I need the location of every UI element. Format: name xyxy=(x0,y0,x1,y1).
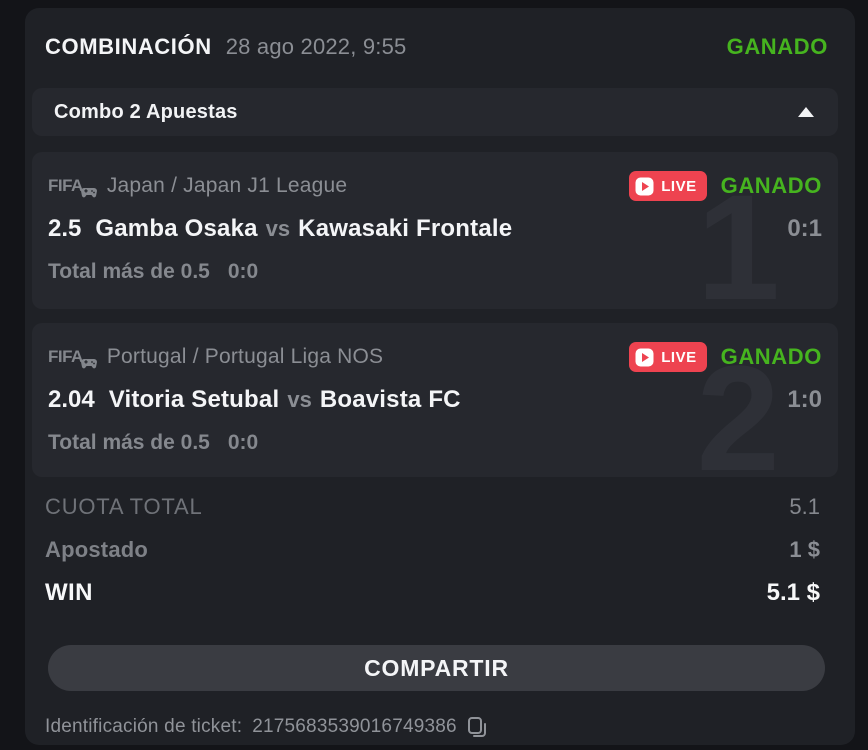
ticket-id-label: Identificación de ticket: xyxy=(45,716,243,737)
combo-label: Combo 2 Apuestas xyxy=(54,100,238,123)
ticket-id-row: Identificación de ticket: 21756835390167… xyxy=(45,716,855,738)
bet-card-1: 1 FIFA Japan / Japan J1 League LIVE G xyxy=(32,152,838,309)
gamepad-icon xyxy=(80,359,97,369)
bet-status: GANADO xyxy=(720,344,822,369)
bet-index-watermark: 1 xyxy=(696,163,780,309)
match-score: 0:1 xyxy=(787,215,822,242)
market-name: Total más de 0.5 xyxy=(48,431,210,454)
win-value: 5.1 $ xyxy=(766,579,820,606)
ticket-type-title: COMBINACIÓN xyxy=(45,34,212,59)
bet-odds: 2.04 xyxy=(48,386,95,413)
fifa-esports-icon: FIFA xyxy=(48,176,97,198)
live-badge[interactable]: LIVE xyxy=(629,342,707,372)
bet-ticket-card: COMBINACIÓN 28 ago 2022, 9:55 GANADO Com… xyxy=(25,8,855,745)
stake-value: 1 $ xyxy=(789,537,820,562)
vs-label: vs xyxy=(265,216,291,241)
copy-icon[interactable] xyxy=(467,716,487,738)
home-team: Vitoria Setubal xyxy=(108,386,280,413)
summary-row-win: WIN 5.1 $ xyxy=(45,579,820,607)
total-odds-value: 5.1 xyxy=(789,494,820,519)
play-icon xyxy=(635,177,654,195)
ticket-status-badge: GANADO xyxy=(726,34,828,59)
away-team: Kawasaki Frontale xyxy=(298,215,513,242)
gamepad-icon xyxy=(80,188,97,198)
market-name: Total más de 0.5 xyxy=(48,260,210,283)
bet-index-watermark: 2 xyxy=(696,334,780,477)
bet-status: GANADO xyxy=(720,173,822,198)
fifa-esports-icon: FIFA xyxy=(48,347,97,369)
ticket-datetime: 28 ago 2022, 9:55 xyxy=(225,34,407,59)
win-label: WIN xyxy=(45,579,93,606)
league-name: Japan / Japan J1 League xyxy=(106,174,348,197)
home-team: Gamba Osaka xyxy=(95,215,258,242)
league-name: Portugal / Portugal Liga NOS xyxy=(106,345,384,368)
market-score: 0:0 xyxy=(227,431,259,454)
play-icon xyxy=(635,348,654,366)
chevron-up-icon xyxy=(798,107,814,117)
live-badge[interactable]: LIVE xyxy=(629,171,707,201)
stake-label: Apostado xyxy=(45,537,149,562)
summary-row-stake: Apostado 1 $ xyxy=(45,536,820,564)
bet-odds: 2.5 xyxy=(48,215,82,242)
vs-label: vs xyxy=(287,387,312,412)
share-button[interactable]: COMPARTIR xyxy=(48,645,825,691)
match-score: 1:0 xyxy=(787,386,822,413)
bet-card-2: 2 FIFA Portugal / Portugal Liga NOS LIVE xyxy=(32,323,838,477)
total-odds-label: CUOTA TOTAL xyxy=(45,494,203,519)
away-team: Boavista FC xyxy=(319,386,461,413)
combo-collapse-bar[interactable]: Combo 2 Apuestas xyxy=(32,88,838,136)
summary-row-total-odds: CUOTA TOTAL 5.1 xyxy=(45,493,820,521)
ticket-header: COMBINACIÓN 28 ago 2022, 9:55 GANADO xyxy=(45,32,828,62)
ticket-id-value: 2175683539016749386 xyxy=(252,716,457,737)
market-score: 0:0 xyxy=(227,260,259,283)
